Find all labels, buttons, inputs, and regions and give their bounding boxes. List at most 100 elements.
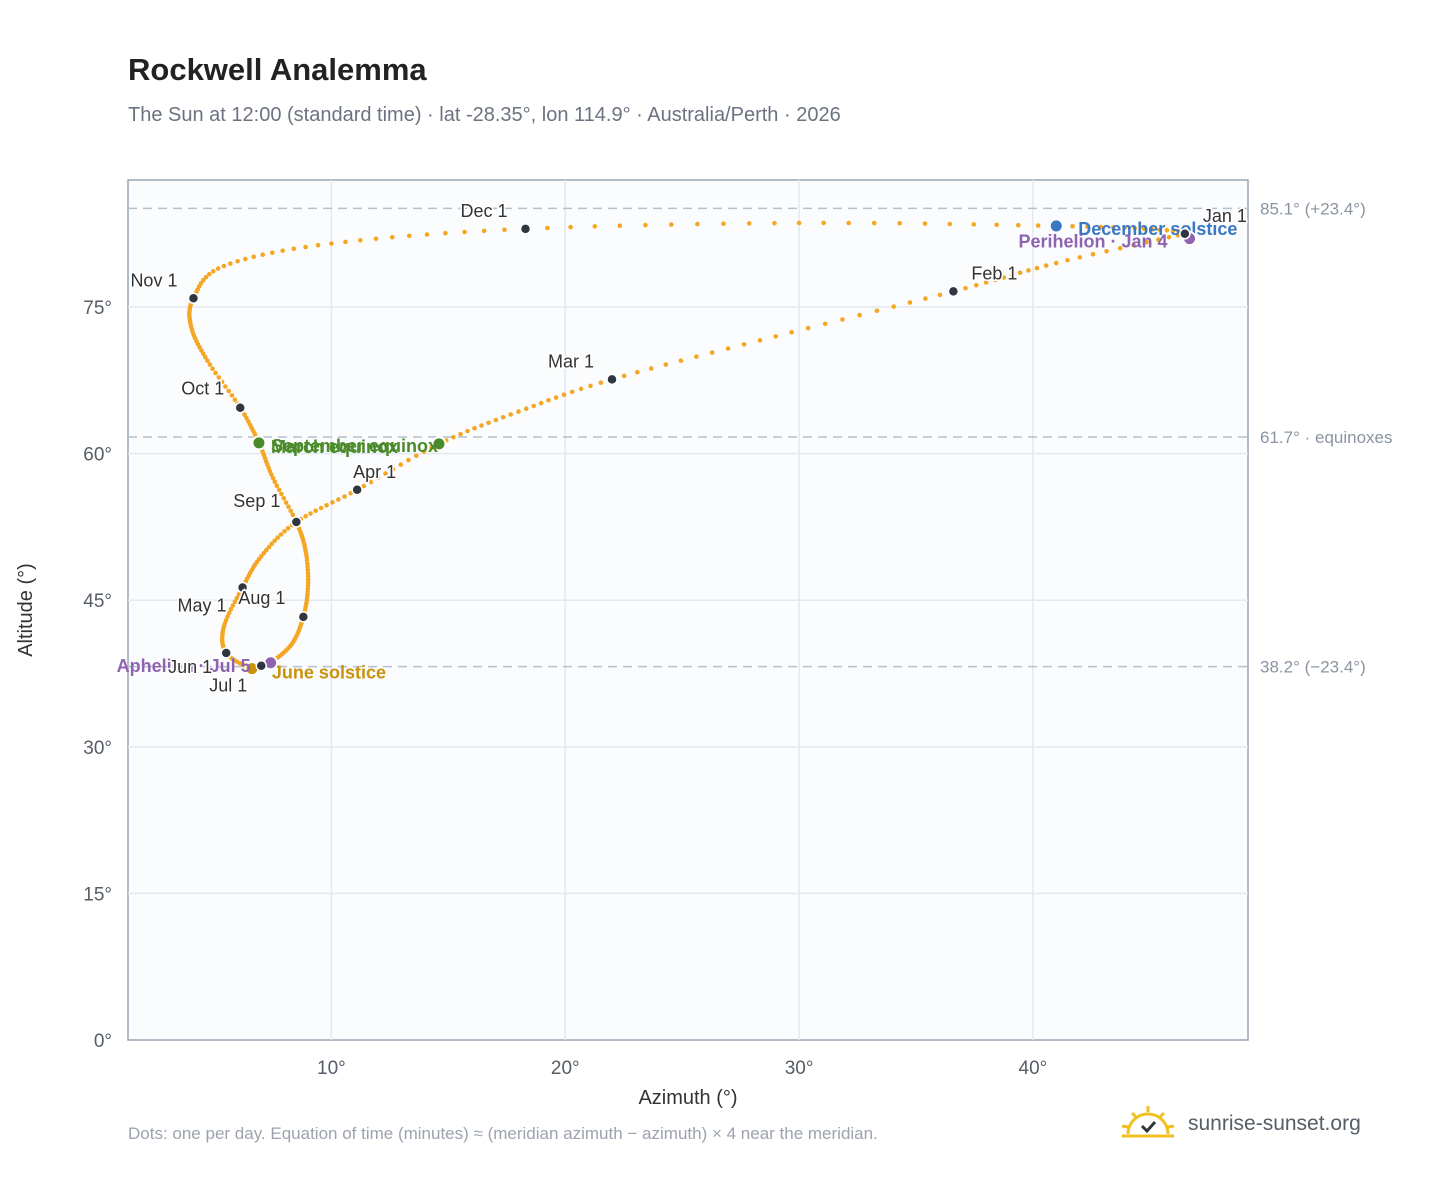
day-dot — [281, 496, 287, 501]
day-dot — [1009, 272, 1015, 278]
day-dot — [897, 221, 902, 226]
day-dot — [329, 241, 334, 246]
day-dot — [308, 511, 313, 516]
day-dot — [789, 330, 794, 335]
day-dot — [937, 292, 943, 298]
day-dot — [502, 227, 507, 233]
reference-lines: 85.1° (+23.4°) 61.7° · equinoxes 38.2° (−2… — [128, 199, 1393, 677]
day-dot — [358, 238, 363, 243]
day-dot — [221, 263, 227, 269]
day-dot — [288, 508, 294, 514]
day-dot — [210, 366, 215, 372]
grid-layer — [128, 180, 1248, 1040]
day-dot — [251, 254, 256, 260]
day-dot — [569, 389, 575, 395]
day-dot — [216, 375, 222, 380]
month-label: Mar 1 — [548, 351, 594, 371]
event-label: Perihelion · Jan 4 — [1018, 232, 1167, 252]
day-dot — [1035, 223, 1041, 228]
event-marker — [1048, 218, 1064, 234]
event-label: Aphelion · Jul 5 — [117, 656, 251, 676]
month-label: Jul 1 — [209, 676, 247, 696]
x-tick-label: 20° — [551, 1058, 580, 1079]
day-dot — [330, 500, 335, 505]
day-dot — [1043, 263, 1049, 268]
reference-line-label: 61.7° · equinoxes — [1260, 428, 1393, 447]
day-dot — [348, 490, 354, 496]
axis-ticks: 10° 20° 30° 40° 0° 15° 30° 45° 60° 75° — [83, 298, 1047, 1079]
day-dot — [568, 224, 573, 230]
day-dot — [1132, 226, 1137, 231]
day-dot — [523, 406, 529, 412]
month-label: Sep 1 — [233, 491, 280, 511]
brand-name: sunrise-sunset.org — [1188, 1112, 1361, 1135]
event-label: June solstice — [272, 663, 386, 683]
day-dot — [635, 369, 640, 375]
month-label: Aug 1 — [238, 588, 285, 608]
day-dot — [1117, 245, 1123, 251]
day-dot — [361, 483, 367, 489]
day-dot — [280, 248, 286, 253]
day-dot — [424, 232, 430, 237]
day-dot — [270, 475, 276, 481]
x-tick-label: 30° — [785, 1058, 814, 1079]
brand-logo[interactable]: sunrise-sunset.org — [1120, 1104, 1361, 1144]
day-dot — [493, 417, 499, 423]
day-dot — [272, 538, 278, 544]
day-dot — [383, 471, 388, 476]
month-marker — [220, 647, 232, 659]
day-dot — [303, 244, 308, 250]
day-dot — [201, 351, 206, 357]
day-dot — [274, 483, 280, 489]
day-dot — [822, 321, 828, 327]
day-dot — [373, 236, 379, 241]
event-label: December solstice — [1078, 219, 1237, 239]
day-dot — [508, 412, 513, 417]
day-dot — [472, 426, 477, 431]
day-dot — [992, 277, 998, 283]
day-dot — [694, 354, 699, 359]
day-dot — [1090, 252, 1096, 257]
day-dot — [230, 603, 236, 608]
day-dot — [709, 350, 715, 355]
day-dot — [291, 246, 297, 252]
day-dot — [857, 312, 862, 318]
reference-line-label: 85.1° (+23.4°) — [1260, 199, 1366, 218]
month-marker — [255, 659, 268, 672]
day-dot — [1170, 228, 1176, 234]
month-marker — [947, 285, 960, 298]
day-dot — [1104, 248, 1109, 254]
day-dot — [746, 221, 752, 226]
day-dot — [545, 225, 550, 231]
day-dot — [315, 242, 321, 248]
day-dot — [1164, 228, 1170, 233]
day-dot — [207, 271, 212, 277]
day-dot — [211, 269, 216, 274]
day-dot — [840, 317, 845, 322]
month-label: Oct 1 — [181, 379, 224, 399]
day-dot — [947, 221, 953, 227]
day-dot — [266, 544, 272, 550]
day-dot — [1157, 227, 1163, 232]
day-dot — [1111, 225, 1116, 230]
day-dot — [757, 338, 763, 343]
day-dot — [232, 397, 238, 403]
event-label: March equinox — [271, 437, 398, 457]
day-dot — [451, 434, 456, 440]
day-dot — [414, 453, 419, 459]
footnote: Dots: one per day. Equation of time (min… — [128, 1124, 878, 1143]
day-dot — [741, 342, 747, 347]
day-dot — [303, 513, 308, 519]
day-dot — [871, 220, 877, 226]
day-dot — [285, 525, 291, 531]
day-dot — [398, 462, 404, 467]
y-tick-label: 30° — [83, 738, 112, 759]
day-dot — [1077, 255, 1083, 260]
day-dot — [516, 409, 521, 414]
day-dot — [994, 222, 999, 228]
day-dot — [278, 532, 284, 537]
day-dot — [226, 388, 231, 394]
day-dot — [486, 420, 491, 426]
